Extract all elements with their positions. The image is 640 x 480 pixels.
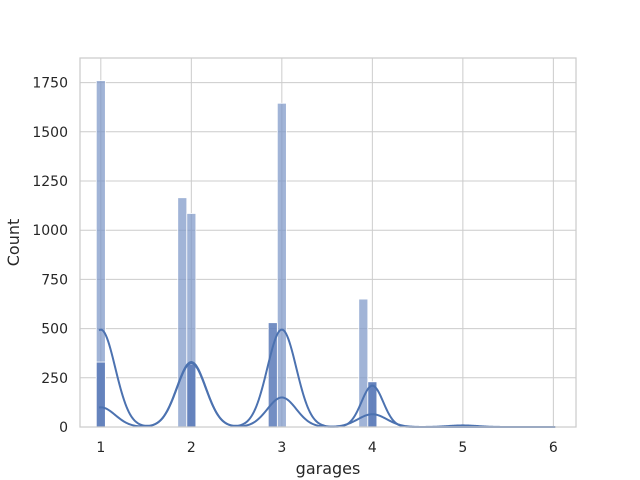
y-tick-label: 1000 bbox=[32, 223, 68, 239]
y-tick-label: 0 bbox=[59, 420, 68, 436]
histogram-bar-low bbox=[95, 361, 106, 428]
kde-layer bbox=[98, 328, 556, 428]
x-tick-label: 6 bbox=[549, 440, 558, 456]
x-tick-label: 1 bbox=[96, 440, 105, 456]
x-tick-label: 4 bbox=[368, 440, 377, 456]
ticks-layer: 1 2 3 4 5 6 0 250 500 750 1000 1250 1500 1750 bbox=[32, 76, 558, 456]
histogram-bar-high bbox=[177, 197, 188, 428]
bars-layer bbox=[95, 80, 468, 428]
histogram-bar-high bbox=[276, 102, 287, 428]
kde-curve-low bbox=[98, 361, 556, 428]
histogram-bar-low bbox=[186, 363, 197, 428]
y-tick-label: 1500 bbox=[32, 125, 68, 141]
y-axis-label: Count bbox=[4, 219, 23, 267]
y-tick-label: 750 bbox=[41, 272, 68, 288]
x-tick-label: 5 bbox=[458, 440, 467, 456]
y-tick-label: 500 bbox=[41, 322, 68, 338]
plot-frame bbox=[79, 57, 577, 428]
x-axis-label: garages bbox=[296, 459, 361, 478]
y-tick-label: 1750 bbox=[32, 76, 68, 92]
x-tick-label: 2 bbox=[187, 440, 196, 456]
y-tick-label: 250 bbox=[41, 371, 68, 387]
histogram-bar-high bbox=[358, 298, 369, 428]
y-tick-label: 1250 bbox=[32, 174, 68, 190]
grid-layer bbox=[80, 58, 576, 428]
x-tick-label: 3 bbox=[277, 440, 286, 456]
